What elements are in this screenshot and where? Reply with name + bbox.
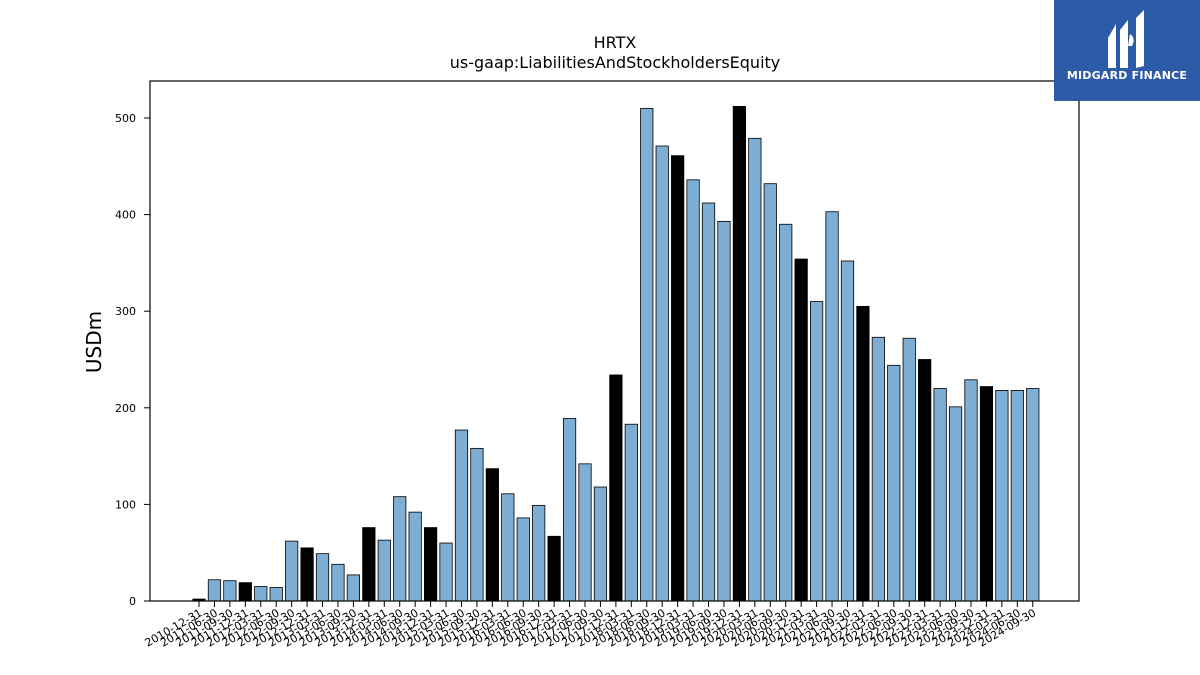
bar-2016-03-31 (501, 493, 515, 602)
bar-2019-06-30 (701, 202, 716, 602)
bar-2022-06-30 (887, 364, 901, 602)
bar-2014-12-31 (423, 527, 438, 602)
bar-2020-09-30 (779, 223, 793, 602)
bar-2017-09-30 (593, 486, 608, 602)
bar-2018-12-31 (671, 155, 685, 602)
bar-2013-06-30 (331, 563, 345, 602)
bar-2017-06-30 (578, 463, 592, 602)
bar-2012-12-31 (300, 547, 314, 602)
y-tick-label: 300 (115, 305, 136, 318)
bar-2015-03-31 (439, 542, 453, 602)
bar-2020-03-31 (748, 137, 762, 602)
midgard-logo-icon (1108, 10, 1144, 68)
bar-2019-03-31 (686, 179, 700, 602)
bar-2012-03-31 (254, 586, 268, 602)
chart-title: HRTX (594, 33, 637, 52)
bar-2024-09-30 (1026, 388, 1040, 602)
bar-2023-03-31 (933, 388, 947, 602)
bar-2015-12-31 (485, 468, 499, 602)
bar-2018-09-30 (655, 145, 669, 602)
bar-2017-12-31 (609, 374, 623, 602)
bar-2013-12-31 (362, 527, 376, 602)
brand-name: MIDGARD FINANCE (1066, 69, 1188, 82)
bar-2015-09-30 (470, 447, 484, 602)
bar-2019-12-31 (732, 106, 747, 602)
y-tick-label: 100 (115, 498, 136, 511)
bar-2017-03-31 (562, 418, 577, 602)
bar-2022-03-31 (871, 336, 885, 602)
y-tick-label: 500 (115, 112, 136, 125)
bar-2016-09-30 (532, 504, 546, 602)
bar-2023-12-31 (979, 386, 994, 602)
bar-2024-03-31 (995, 390, 1009, 602)
bar-2014-09-30 (408, 511, 422, 602)
bar-2019-09-30 (717, 220, 731, 602)
bar-2023-09-30 (964, 379, 978, 602)
brand-logo: MIDGARD FINANCE (1054, 0, 1200, 101)
y-tick-label: 400 (115, 209, 136, 222)
bar-2013-09-30 (346, 574, 361, 602)
bar-2018-06-30 (640, 107, 654, 602)
bar-2011-06-30 (207, 579, 222, 602)
bar-2024-06-30 (1010, 390, 1024, 602)
bar-2020-12-31 (794, 258, 808, 602)
bar-2013-03-31 (315, 553, 330, 602)
bar-2021-12-31 (856, 305, 870, 602)
bar-2016-12-31 (547, 535, 561, 602)
bar-2014-06-30 (393, 496, 407, 602)
chart-subtitle: us-gaap:LiabilitiesAndStockholdersEquity (450, 53, 781, 72)
plot-frame (149, 80, 1080, 602)
bars-group (192, 106, 1040, 602)
bar-2014-03-31 (377, 539, 391, 602)
bar-2022-09-30 (902, 337, 916, 602)
y-tick-label: 0 (129, 595, 136, 608)
bar-2012-09-30 (285, 540, 299, 602)
bar-2021-09-30 (840, 260, 855, 602)
y-tick-label: 200 (115, 402, 136, 415)
bar-2021-06-30 (825, 211, 839, 602)
bar-2020-06-30 (763, 183, 777, 602)
bar-2023-06-30 (948, 406, 963, 602)
bar-2012-06-30 (269, 587, 283, 602)
y-axis: 0 100 200 300 400 500 (115, 112, 150, 608)
bar-2011-12-31 (238, 582, 252, 602)
bar-2011-09-30 (223, 580, 237, 602)
bar-2015-06-30 (454, 429, 469, 602)
bar-2021-03-31 (810, 301, 824, 602)
x-axis: 2010-12-312011-06-302011-09-302011-12-31… (143, 601, 1038, 650)
bar-2016-06-30 (516, 517, 530, 602)
y-axis-label: USDm (82, 311, 106, 373)
bar-2018-03-31 (624, 423, 638, 602)
bar-2022-12-31 (918, 359, 932, 602)
